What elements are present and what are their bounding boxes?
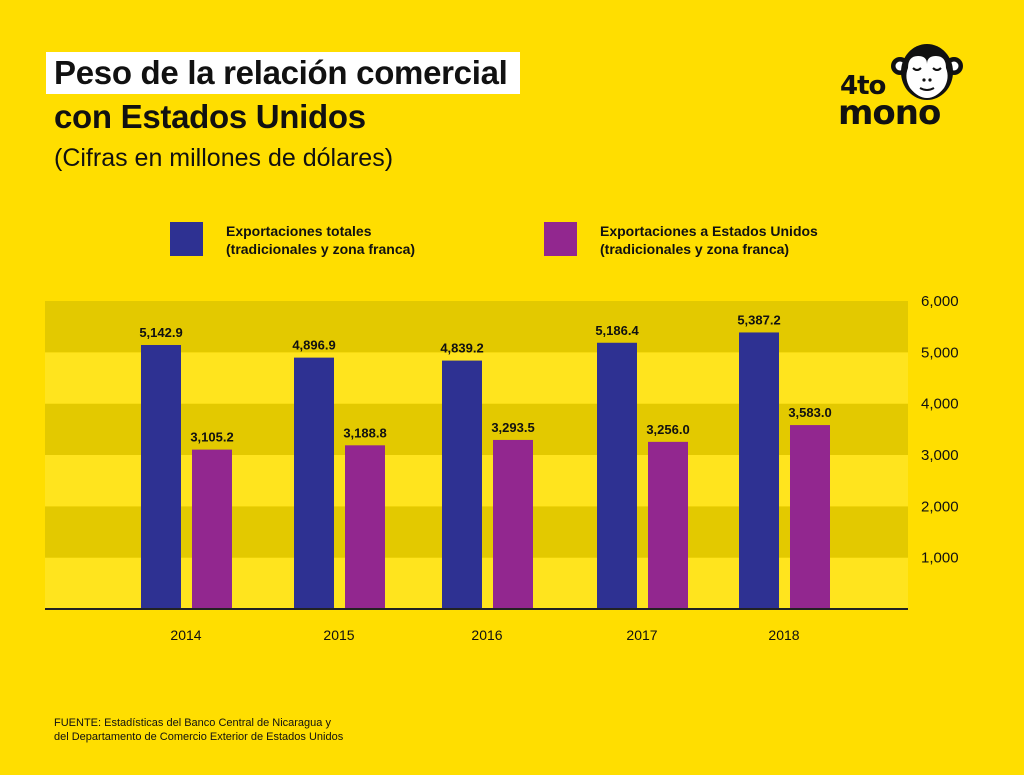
bar-label-total-2018: 5,387.2: [737, 312, 780, 327]
bar-total-2016: [442, 360, 482, 609]
y-tick-label: 6,000: [921, 293, 959, 310]
x-tick-label: 2017: [626, 627, 657, 643]
bar-label-total-2016: 4,839.2: [440, 341, 483, 356]
bar-value-labels: 5,142.9 3,105.2 4,896.9 3,188.8 4,839.2 3,293…: [139, 312, 831, 444]
legend-swatch-us: [544, 222, 577, 256]
legend-label-us-line1: Exportaciones a Estados Unidos: [600, 223, 818, 239]
bar-label-total-2015: 4,896.9: [292, 338, 335, 353]
y-tick-label: 5,000: [921, 344, 959, 361]
bar-label-total-2017: 5,186.4: [595, 323, 639, 338]
x-axis-ticks: 2014 2015 2016 2017 2018: [170, 627, 799, 643]
source-line2: del Departamento de Comercio Exterior de…: [54, 731, 344, 743]
bar-label-us-2017: 3,256.0: [646, 422, 689, 437]
bar-label-us-2014: 3,105.2: [190, 430, 233, 445]
legend-label-us: Exportaciones a Estados Unidos (tradicio…: [600, 222, 818, 258]
bar-total-2017: [597, 342, 637, 609]
monkey-face-icon: [891, 44, 963, 100]
x-tick-label: 2018: [768, 627, 799, 643]
y-tick-label: 2,000: [921, 498, 959, 515]
y-axis-ticks: 1,000 2,000 3,000 4,000 5,000 6,000: [921, 293, 959, 567]
legend-label-total: Exportaciones totales (tradicionales y z…: [226, 222, 415, 258]
chart-subtitle: (Cifras en millones de dólares): [54, 144, 394, 172]
x-tick-label: 2016: [471, 627, 502, 643]
bar-label-us-2016: 3,293.5: [491, 420, 534, 435]
bar-us-2017: [648, 441, 688, 609]
bar-us-2015: [345, 445, 385, 609]
x-tick-label: 2015: [323, 627, 354, 643]
y-tick-label: 1,000: [921, 550, 959, 567]
legend-swatch-total: [170, 222, 203, 256]
source-footnote: FUENTE: Estadísticas del Banco Central d…: [54, 716, 343, 744]
logo-text-bottom: mono: [838, 93, 940, 129]
legend-item-us: Exportaciones a Estados Unidos (tradicio…: [544, 222, 818, 258]
logo-text-top: 4to: [840, 71, 886, 101]
title-highlight: Peso de la relación comercial: [46, 52, 520, 94]
bar-us-2014: [192, 449, 232, 609]
bar-total-2015: [294, 357, 334, 609]
chart-title-line1: Peso de la relación comercial: [46, 52, 520, 94]
y-tick-label: 3,000: [921, 447, 959, 464]
chart-title-line2: con Estados Unidos: [54, 98, 366, 135]
bar-us-2016: [493, 439, 533, 609]
bar-label-us-2018: 3,583.0: [788, 405, 831, 420]
bar-us-2018: [790, 425, 830, 609]
bars: [141, 332, 830, 609]
bar-total-2018: [739, 332, 779, 609]
legend-label-total-line2: (tradicionales y zona franca): [226, 241, 416, 257]
bar-label-us-2015: 3,188.8: [343, 425, 386, 440]
source-line1: FUENTE: Estadísticas del Banco Central d…: [54, 717, 331, 729]
legend-label-us-line2: (tradicionales y zona franca): [600, 241, 790, 257]
legend-label-total-line1: Exportaciones totales: [226, 223, 372, 239]
x-tick-label: 2014: [170, 627, 201, 643]
legend-item-total: Exportaciones totales (tradicionales y z…: [170, 222, 415, 258]
bar-label-total-2014: 5,142.9: [139, 325, 182, 340]
bar-total-2014: [141, 344, 181, 609]
y-tick-label: 4,000: [921, 396, 959, 413]
brand-logo: 4to mono: [838, 44, 963, 129]
